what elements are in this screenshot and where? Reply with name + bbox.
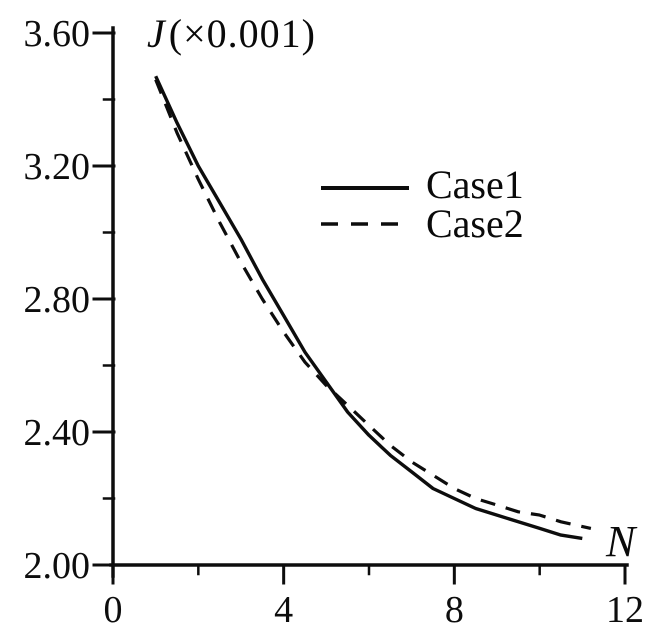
y-tick-label: 2.00	[24, 545, 91, 587]
y-tick-label: 2.40	[24, 412, 91, 454]
legend-row-case2: Case2	[318, 201, 524, 246]
legend: Case1 Case2	[318, 162, 524, 246]
x-tick-label: 0	[104, 589, 123, 631]
x-axis-label: N	[606, 517, 636, 566]
title-symbol-j: J	[147, 11, 166, 56]
x-tick-label: 12	[606, 589, 644, 631]
chart-title: J(×0.001)	[147, 10, 316, 57]
x-tick-label: 4	[274, 589, 293, 631]
y-tick-label: 3.60	[24, 13, 91, 55]
x-tick-label: 8	[445, 589, 464, 631]
legend-dashed-line-icon	[321, 222, 409, 226]
legend-label-case2: Case2	[426, 201, 524, 246]
series-curve-case2	[154, 79, 592, 530]
legend-label-case1: Case1	[426, 162, 524, 207]
title-scale-text: (×0.001)	[168, 11, 316, 56]
y-tick-label: 3.20	[24, 146, 91, 188]
y-tick-label: 2.80	[24, 279, 91, 321]
series-curve-case1	[154, 75, 583, 541]
legend-solid-line-icon	[321, 186, 409, 190]
legend-row-case1: Case1	[318, 162, 524, 207]
